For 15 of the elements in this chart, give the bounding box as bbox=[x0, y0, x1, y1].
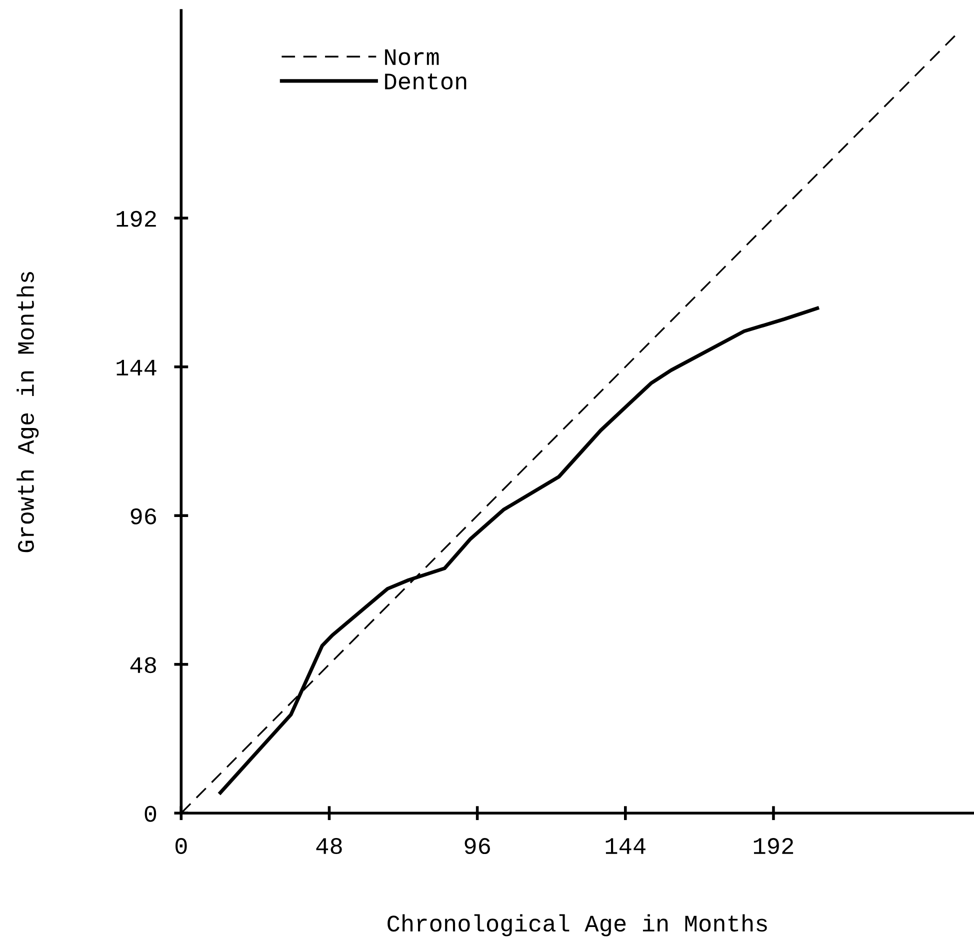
x-tick-label: 96 bbox=[464, 838, 490, 854]
x-tick-label: 0 bbox=[176, 838, 187, 854]
y-tick-label: 144 bbox=[116, 360, 156, 376]
y-tick-label: 0 bbox=[144, 806, 156, 822]
legend-label: Denton bbox=[385, 74, 466, 90]
x-tick-label: 144 bbox=[606, 838, 646, 854]
y-tick-label: 48 bbox=[130, 657, 156, 674]
y-tick-label: 192 bbox=[116, 210, 156, 227]
x-tick-label: 192 bbox=[754, 838, 794, 854]
legend-label: Norm bbox=[385, 49, 439, 66]
line-series bbox=[218, 306, 820, 794]
y-axis-title: Growth Age in Months bbox=[16, 272, 39, 552]
x-axis-title: Chronological Age in Months bbox=[388, 914, 767, 936]
x-tick-label: 48 bbox=[316, 838, 342, 854]
y-tick-label: 96 bbox=[130, 508, 156, 524]
